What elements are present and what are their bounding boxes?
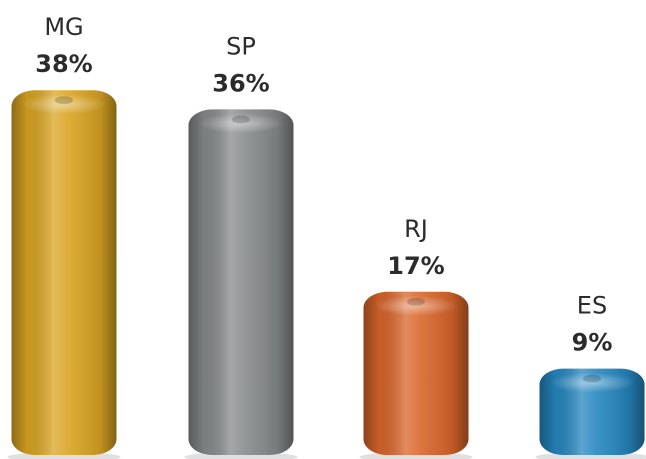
bar-shading [11,90,117,455]
bar-shading [363,291,469,455]
value-label: 36% [212,69,269,97]
category-label: RJ [404,215,428,243]
category-label: ES [577,292,607,320]
value-label: 9% [572,329,613,357]
value-label: 38% [35,50,92,78]
bar-top-shine [373,295,459,316]
bar-top-dimple [407,297,425,306]
bar-top-dimple [55,96,73,105]
bar-top-shine [549,372,635,393]
value-label: 17% [387,252,444,280]
category-label: MG [44,13,83,41]
bar-top-shine [198,113,284,134]
bar-top-dimple [583,374,601,383]
bar-top-dimple [232,115,250,124]
bar-shading [188,109,294,456]
bar-top-shine [21,94,107,115]
category-label: SP [226,32,256,60]
